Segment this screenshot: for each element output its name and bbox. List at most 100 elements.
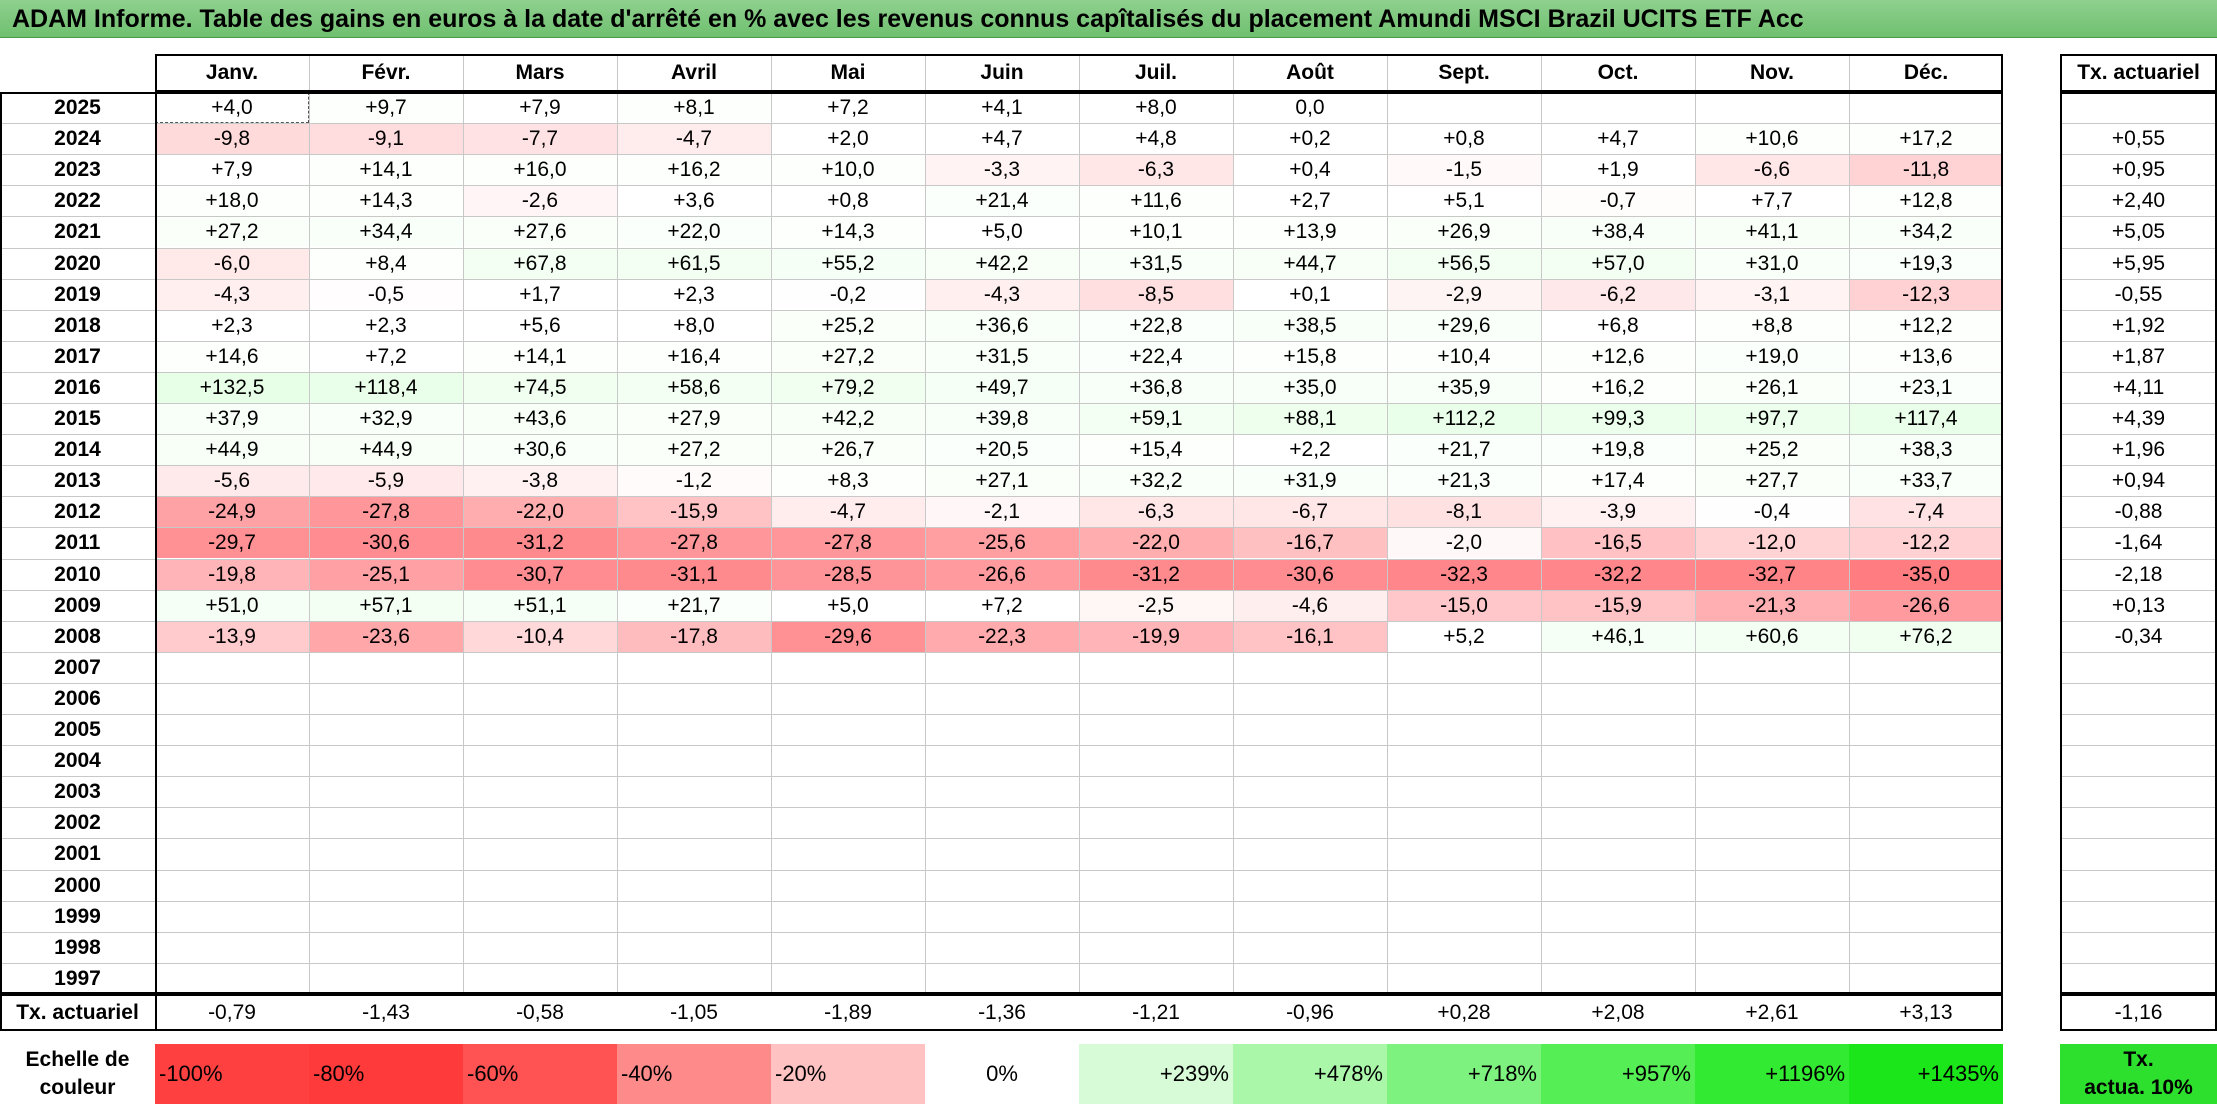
table-cell: +2,0	[771, 123, 925, 155]
tx-actuariel-cell: +1,92	[2111, 313, 2166, 337]
table-cell: -31,2	[1079, 558, 1233, 590]
table-cell: +14,3	[771, 216, 925, 248]
table-cell	[309, 900, 463, 932]
row-divider	[2060, 807, 2217, 809]
year-label: 2012	[54, 500, 101, 524]
row-divider	[0, 558, 2003, 560]
table-cell: -12,3	[1849, 278, 2003, 310]
table-cell: +132,5	[155, 371, 309, 403]
summary-cell: +2,08	[1591, 1000, 1645, 1024]
table-cell: +31,5	[925, 340, 1079, 372]
tx-actuariel-cell	[2060, 807, 2217, 838]
table-cell: +2,3	[155, 309, 309, 341]
table-cell: +23,1	[1849, 371, 2003, 403]
table-cell: +13,9	[1233, 216, 1387, 248]
table-cell	[617, 651, 771, 683]
table-cell: +14,6	[155, 340, 309, 372]
table-cell	[617, 931, 771, 963]
table-cell: +27,7	[1695, 465, 1849, 497]
table-cell	[617, 900, 771, 932]
row-divider	[0, 309, 2003, 311]
tx-actuariel-cell	[2060, 776, 2217, 807]
table-cell: +22,4	[1079, 340, 1233, 372]
table-cell	[1695, 931, 1849, 963]
table-cell: +4,0	[155, 92, 309, 124]
table-cell: -6,2	[1541, 278, 1695, 310]
table-cell: +0,1	[1233, 278, 1387, 310]
year-label: 2017	[54, 344, 101, 368]
row-divider	[2060, 216, 2217, 218]
table-cell: +8,0	[617, 309, 771, 341]
table-cell: +34,2	[1849, 216, 2003, 248]
table-cell	[925, 962, 1079, 994]
table-cell	[617, 745, 771, 777]
table-cell: -5,6	[155, 465, 309, 497]
table-cell: +43,6	[463, 403, 617, 435]
table-cell	[463, 776, 617, 808]
year-label: 2015	[54, 407, 101, 430]
table-cell: -16,1	[1233, 620, 1387, 652]
column-divider	[1233, 54, 1234, 994]
row-divider	[0, 651, 2003, 653]
table-cell: -22,0	[463, 496, 617, 528]
table-cell: +26,7	[771, 434, 925, 466]
table-cell: -15,0	[1387, 589, 1541, 621]
table-cell	[771, 962, 925, 994]
table-cell	[925, 931, 1079, 963]
table-cell: -1,2	[617, 465, 771, 497]
year-label: 2014	[54, 438, 101, 462]
table-cell	[309, 807, 463, 839]
table-cell	[1695, 838, 1849, 870]
table-cell: -28,5	[771, 558, 925, 590]
table-cell: -15,9	[617, 496, 771, 528]
year-label: 2003	[54, 780, 101, 804]
table-cell	[1079, 651, 1233, 683]
table-cell: +7,2	[925, 589, 1079, 621]
table-cell	[1233, 900, 1387, 932]
table-cell: +5,0	[771, 589, 925, 621]
table-cell: -0,5	[309, 278, 463, 310]
table-cell: +38,3	[1849, 434, 2003, 466]
table-cell: -31,2	[463, 527, 617, 559]
table-cell: -35,0	[1849, 558, 2003, 590]
table-cell: -6,0	[155, 247, 309, 279]
row-divider	[0, 776, 2003, 778]
year-label: 2004	[54, 749, 101, 773]
tx-actuariel-cell	[2060, 870, 2217, 901]
table-cell: +21,4	[925, 185, 1079, 217]
year-label: 2009	[54, 593, 101, 617]
scale-step: +1196%	[1695, 1044, 1849, 1104]
table-cell: -19,9	[1079, 620, 1233, 652]
table-cell: +15,4	[1079, 434, 1233, 466]
table-cell: +27,2	[155, 216, 309, 248]
table-cell: -4,7	[771, 496, 925, 528]
table-cell: -25,1	[309, 558, 463, 590]
summary-cell: -1,05	[670, 1000, 718, 1024]
column-divider	[1849, 54, 1850, 994]
table-cell: +8,4	[309, 247, 463, 279]
table-cell	[155, 838, 309, 870]
table-cell	[1387, 682, 1541, 714]
row-divider	[2060, 714, 2217, 715]
row-divider	[2060, 371, 2217, 373]
row-divider	[0, 278, 2003, 280]
table-cell: +4,7	[925, 123, 1079, 155]
year-label: 2024	[54, 127, 101, 151]
table-cell: -15,9	[1541, 589, 1695, 621]
table-cell: +18,0	[155, 185, 309, 217]
year-label: 2020	[54, 251, 101, 275]
row-divider	[0, 371, 2003, 373]
tx-actuariel-header: Tx. actuariel	[2077, 61, 2200, 84]
table-cell	[771, 651, 925, 683]
tx-actuariel-cell: +5,05	[2111, 220, 2166, 244]
table-cell: +4,8	[1079, 123, 1233, 155]
table-cell: +60,6	[1695, 620, 1849, 652]
table-cell	[771, 745, 925, 777]
table-cell: -6,3	[1079, 496, 1233, 528]
row-divider	[0, 682, 2003, 684]
table-cell	[1233, 962, 1387, 994]
table-cell: +7,9	[463, 92, 617, 124]
page-title: ADAM Informe. Table des gains en euros à…	[0, 0, 2217, 38]
table-cell	[925, 714, 1079, 746]
table-cell	[1695, 776, 1849, 808]
